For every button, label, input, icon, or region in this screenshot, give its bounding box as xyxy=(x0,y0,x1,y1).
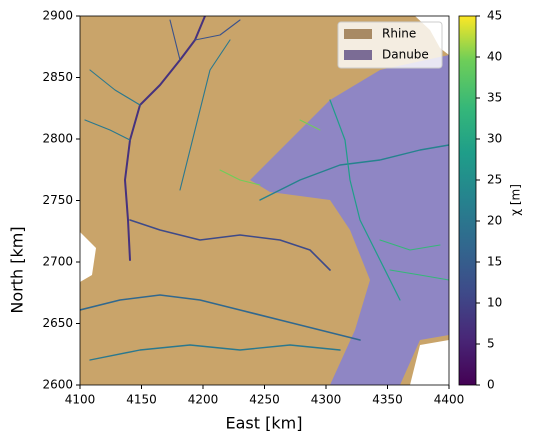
colorbar-tick-label: 30 xyxy=(487,132,502,146)
river xyxy=(169,19,241,61)
x-tick-label: 4350 xyxy=(372,393,403,407)
legend: Rhine Danube xyxy=(337,21,443,69)
y-tick-label: 2700 xyxy=(42,255,73,269)
x-tick-label: 4300 xyxy=(311,393,342,407)
river xyxy=(129,219,331,271)
colorbar-tick-label: 45 xyxy=(487,9,502,23)
colorbar-tick-label: 25 xyxy=(487,173,502,187)
colorbar-tick-label: 35 xyxy=(487,91,502,105)
colorbar-tick-label: 20 xyxy=(487,214,502,228)
y-tick-label: 2800 xyxy=(42,132,73,146)
y-tick-label: 2750 xyxy=(42,193,73,207)
x-tick-label: 4400 xyxy=(434,393,465,407)
river xyxy=(219,119,321,186)
map-area xyxy=(80,16,449,385)
y-tick-label: 2900 xyxy=(42,9,73,23)
river xyxy=(379,239,449,281)
no-data xyxy=(410,340,449,385)
legend-swatch xyxy=(344,50,372,60)
river xyxy=(80,294,361,341)
colorbar-tick-label: 15 xyxy=(487,255,502,269)
x-tick-label: 4250 xyxy=(249,393,280,407)
river-network xyxy=(80,16,449,361)
colorbar-tick-label: 40 xyxy=(487,50,502,64)
river xyxy=(329,99,401,301)
colorbar xyxy=(458,15,477,386)
x-tick-label: 4150 xyxy=(126,393,157,407)
legend-swatch xyxy=(344,29,372,39)
y-tick-label: 2650 xyxy=(42,316,73,330)
x-tick-label: 4200 xyxy=(188,393,219,407)
danube-basin xyxy=(250,55,449,385)
no-data xyxy=(80,232,96,282)
legend-label: Rhine xyxy=(382,27,416,41)
y-axis-label: North [km] xyxy=(8,226,27,313)
river xyxy=(259,144,449,201)
x-axis-label: East [km] xyxy=(226,414,303,433)
y-tick-label: 2850 xyxy=(42,70,73,84)
river xyxy=(84,39,231,191)
river xyxy=(89,344,341,361)
colorbar-tick-label: 0 xyxy=(487,378,495,392)
colorbar-label: χ [m] xyxy=(509,184,523,216)
y-tick-label: 2600 xyxy=(42,378,73,392)
colorbar-tick-label: 10 xyxy=(487,296,502,310)
legend-label: Danube xyxy=(382,48,429,62)
x-tick-label: 4100 xyxy=(65,393,96,407)
colorbar-tick-label: 5 xyxy=(487,337,495,351)
